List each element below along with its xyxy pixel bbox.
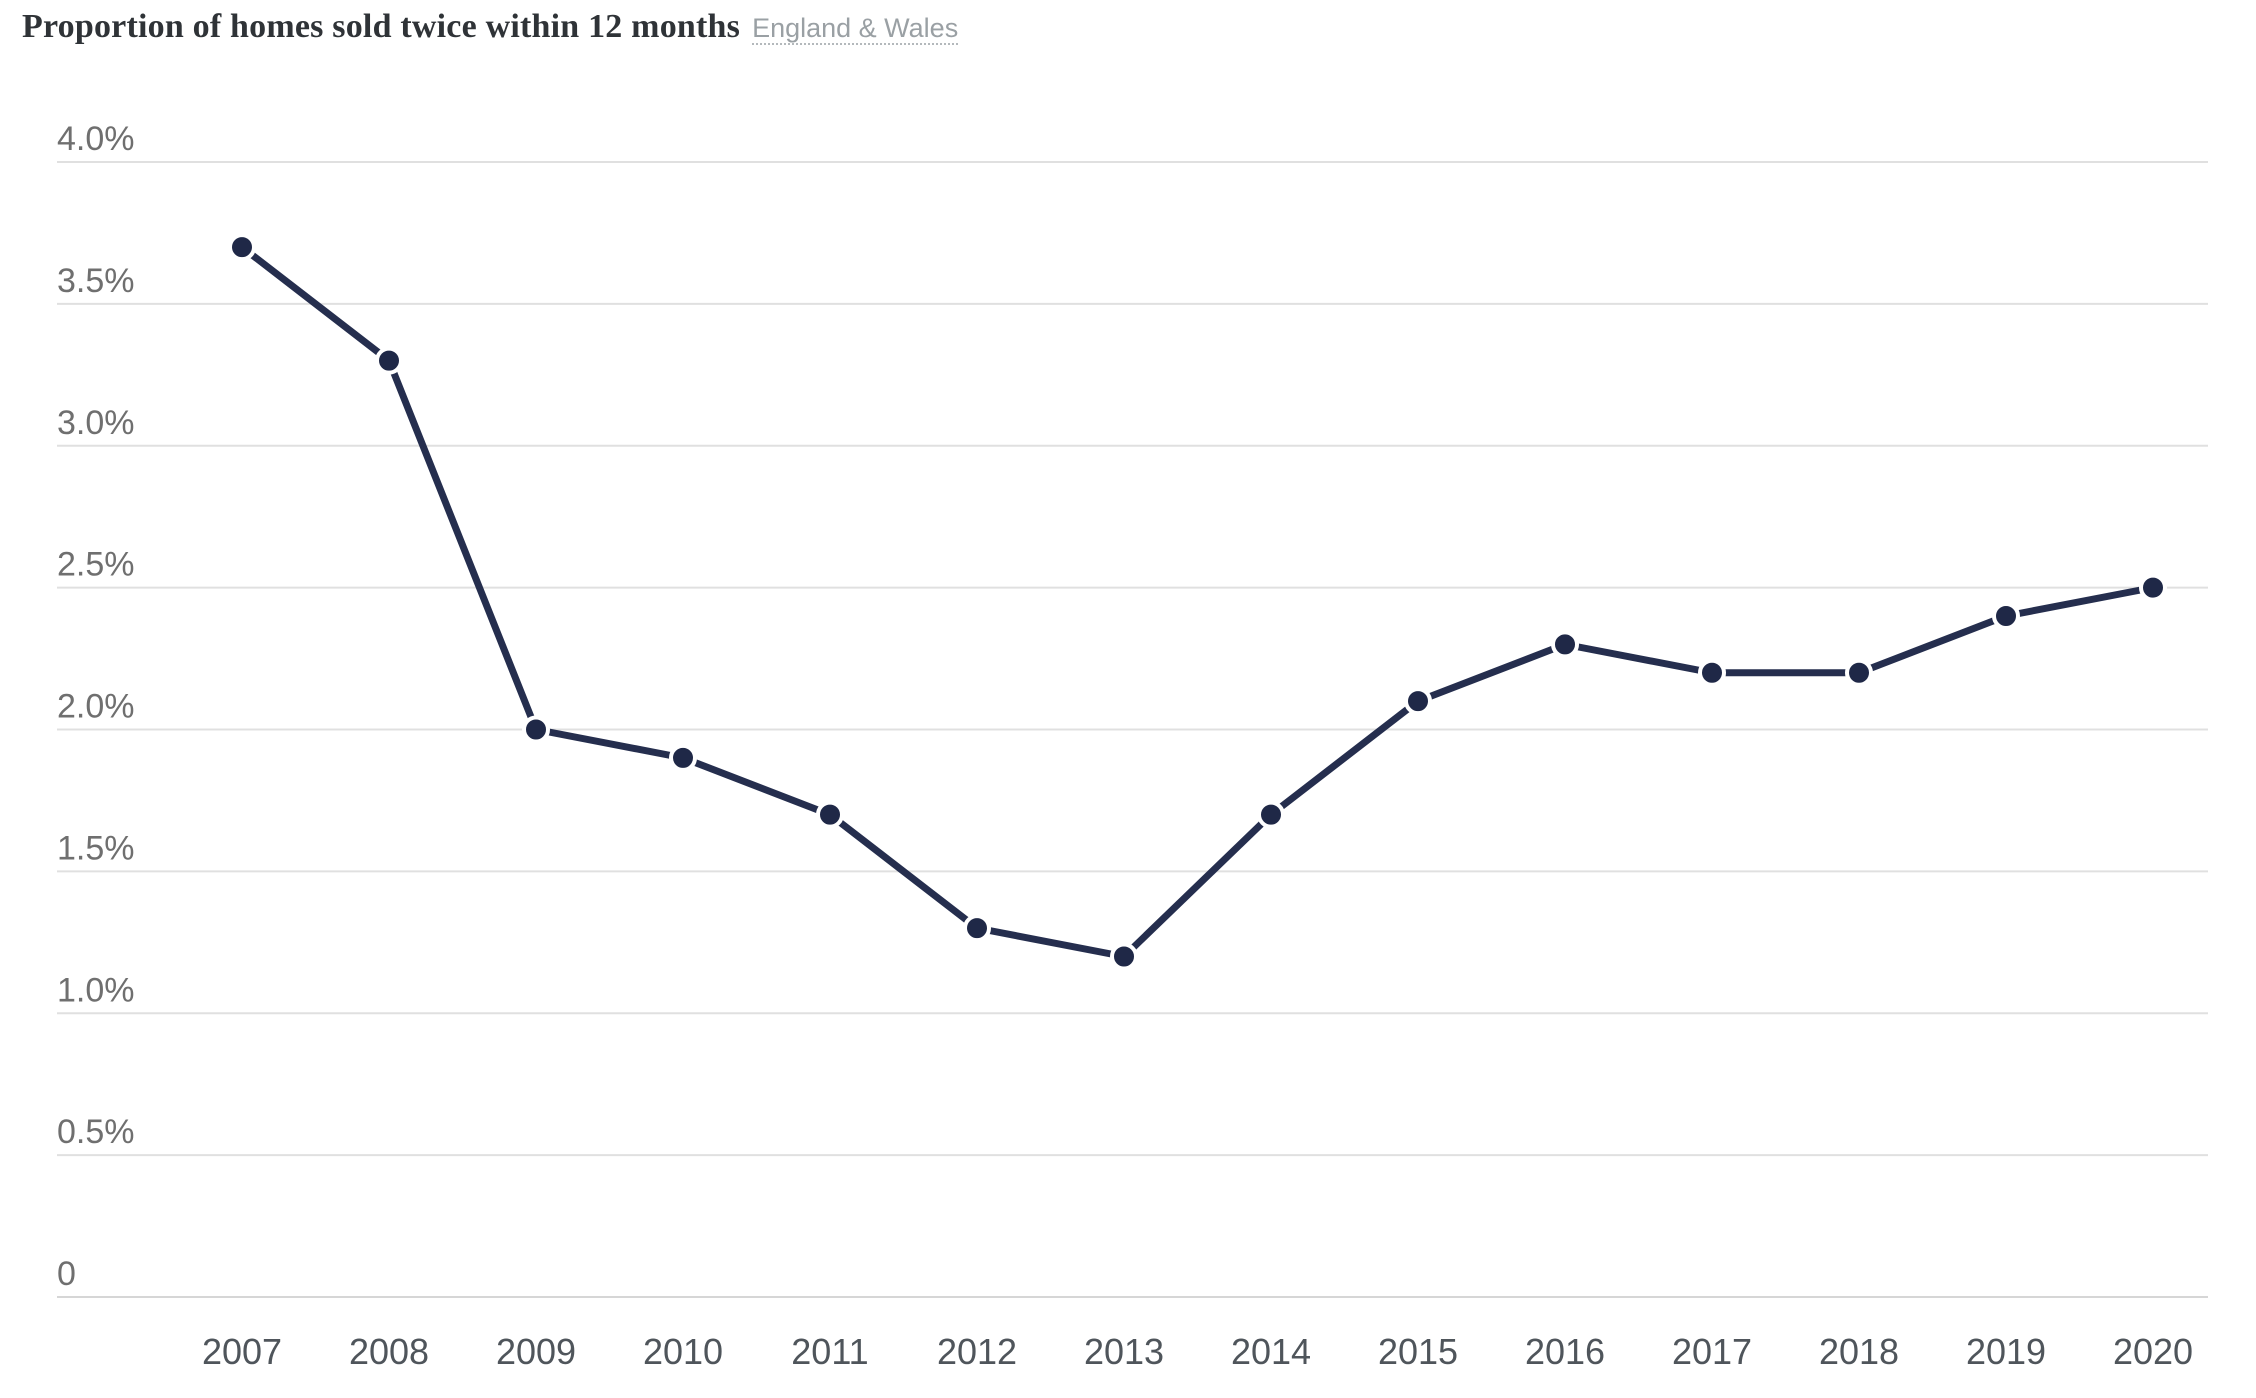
y-tick-label: 0 bbox=[57, 1255, 76, 1293]
x-tick-label: 2014 bbox=[1231, 1331, 1311, 1372]
data-point bbox=[1845, 658, 1873, 687]
y-tick-label: 2.0% bbox=[57, 688, 135, 726]
data-point bbox=[1404, 687, 1432, 716]
y-tick-label: 0.5% bbox=[57, 1113, 135, 1151]
x-tick-label: 2017 bbox=[1672, 1331, 1752, 1372]
data-point bbox=[1551, 630, 1579, 659]
chart-title: Proportion of homes sold twice within 12… bbox=[22, 8, 741, 45]
region-link[interactable]: England & Wales bbox=[752, 13, 959, 45]
data-point bbox=[2139, 573, 2167, 602]
chart-header: Proportion of homes sold twice within 12… bbox=[22, 8, 959, 46]
x-tick-label: 2009 bbox=[496, 1331, 576, 1372]
x-tick-label: 2019 bbox=[1966, 1331, 2046, 1372]
x-tick-label: 2007 bbox=[202, 1331, 282, 1372]
x-tick-label: 2020 bbox=[2113, 1331, 2193, 1372]
y-tick-label: 3.5% bbox=[57, 262, 135, 300]
data-point bbox=[816, 800, 844, 829]
x-tick-label: 2010 bbox=[643, 1331, 723, 1372]
x-tick-label: 2018 bbox=[1819, 1331, 1899, 1372]
data-point bbox=[1110, 942, 1138, 971]
data-point bbox=[1698, 658, 1726, 687]
data-point bbox=[1992, 602, 2020, 630]
x-tick-label: 2015 bbox=[1378, 1331, 1458, 1372]
y-tick-label: 2.5% bbox=[57, 546, 135, 584]
data-point bbox=[375, 346, 403, 375]
x-tick-label: 2013 bbox=[1084, 1331, 1164, 1372]
x-tick-label: 2008 bbox=[349, 1331, 429, 1372]
y-tick-label: 1.5% bbox=[57, 829, 135, 867]
data-point bbox=[1257, 800, 1285, 829]
x-tick-label: 2012 bbox=[937, 1331, 1017, 1372]
y-tick-label: 1.0% bbox=[57, 971, 135, 1009]
data-point bbox=[228, 233, 256, 262]
data-point bbox=[963, 914, 991, 943]
x-tick-label: 2016 bbox=[1525, 1331, 1605, 1372]
y-tick-label: 4.0% bbox=[57, 120, 135, 158]
data-series-line bbox=[238, 243, 2157, 960]
y-tick-label: 3.0% bbox=[57, 404, 135, 442]
data-point bbox=[522, 715, 550, 744]
data-point bbox=[669, 743, 697, 772]
x-tick-label: 2011 bbox=[791, 1331, 868, 1372]
